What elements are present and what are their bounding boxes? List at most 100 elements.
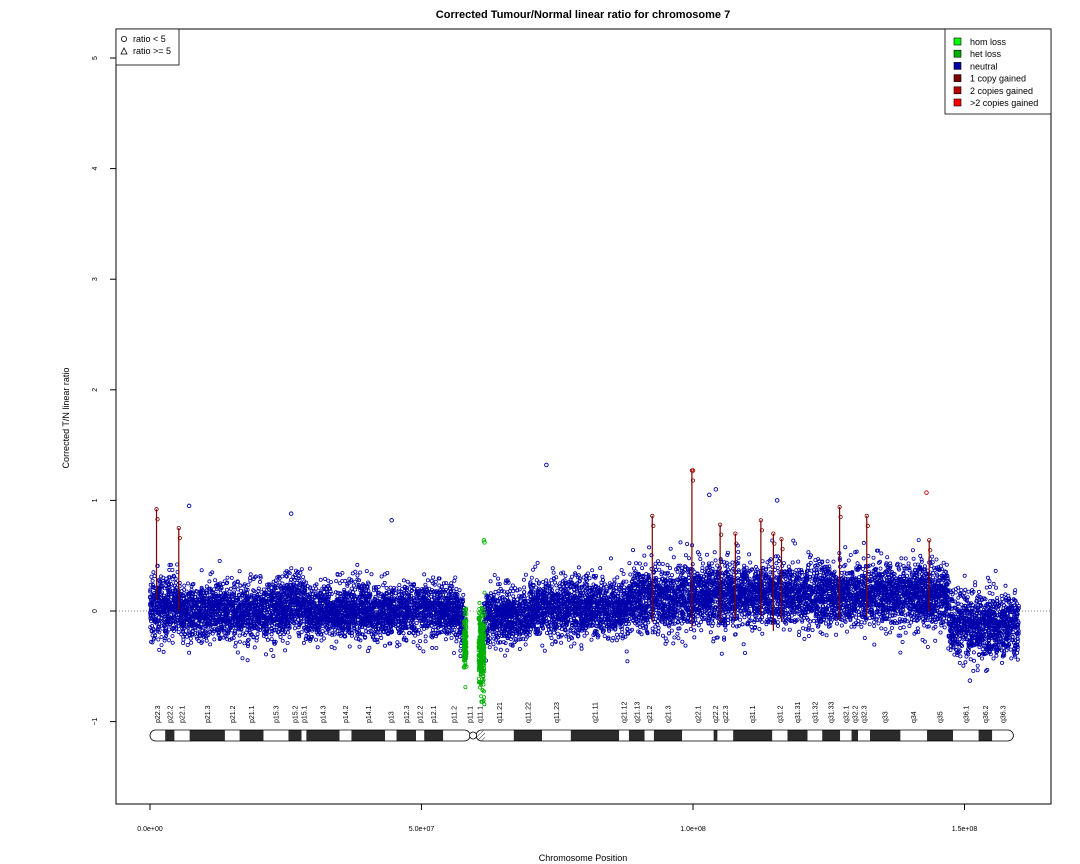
cytoband-label: q31.33 <box>829 701 836 723</box>
cytoband <box>476 730 486 741</box>
cytoband-label: q32.2 <box>852 705 859 723</box>
cytoband <box>339 730 352 741</box>
gain-spike-point <box>779 537 784 542</box>
y-tick-label: 4 <box>92 167 99 171</box>
cytoband <box>513 730 543 741</box>
x-tick-label: 1.0e+08 <box>680 826 706 833</box>
cytoband <box>858 730 871 741</box>
cytoband <box>978 730 993 741</box>
outlier-point <box>480 699 485 704</box>
color-legend-label: 2 copies gained <box>970 86 1033 96</box>
gain-spike-point <box>690 478 696 483</box>
x-tick-label: 0.0e+00 <box>137 826 163 833</box>
cytoband <box>189 730 225 741</box>
ideogram-q-arm <box>476 730 1014 741</box>
data-points <box>148 538 1021 707</box>
cytoband-label: q11.21 <box>497 702 504 723</box>
gain-spike-point <box>927 538 932 543</box>
cytoband <box>807 730 823 741</box>
cytoband-label: p22.2 <box>167 705 174 723</box>
legend-swatch-1-copy-gained <box>953 74 962 82</box>
cytoband-label: q11.23 <box>554 702 561 723</box>
gain-spike-point <box>780 547 785 552</box>
outlier-point <box>774 498 780 503</box>
cytoband-label: q21.11 <box>593 702 600 723</box>
gain-spike-point <box>838 514 843 520</box>
outlier-point <box>544 462 549 468</box>
legend-swatch-2-copies-gained <box>953 98 962 107</box>
outlier-point <box>967 678 973 683</box>
cytoband-label: p22.3 <box>155 705 162 723</box>
cytoband-label: p14.3 <box>320 705 327 723</box>
cytoband <box>733 730 773 741</box>
cytoband <box>396 730 417 741</box>
cytoband-label: q22.2 <box>713 705 720 723</box>
cytoband-label: q21.3 <box>666 705 673 723</box>
outlier-point <box>186 503 192 509</box>
cytoband-label: p21.2 <box>230 705 237 723</box>
centromere <box>469 731 477 740</box>
outlier-point <box>389 518 394 523</box>
cytoband-label: p21.1 <box>249 705 256 723</box>
cytoband-label: q31.2 <box>777 705 784 723</box>
cytoband <box>351 730 386 741</box>
cytoband-label: p12.3 <box>404 705 411 723</box>
gain-spike-point <box>734 541 739 546</box>
gain-spike-point <box>758 518 763 523</box>
cytoband <box>628 730 645 741</box>
outlier-point <box>481 537 487 543</box>
chromosome-ideogram <box>149 729 1014 742</box>
cytoband <box>263 730 289 741</box>
gain-spike-point <box>177 535 182 541</box>
cytoband-label: p13 <box>388 711 395 723</box>
y-axis: −1 0 1 2 3 4 5 <box>92 56 117 726</box>
triangle-symbol-icon <box>120 47 128 55</box>
color-legend-label: het loss <box>970 49 1002 59</box>
y-tick-label: 3 <box>92 277 99 281</box>
cytoband <box>306 730 340 741</box>
gain-spike-point <box>864 513 869 518</box>
cytoband-label: q21.2 <box>647 705 654 723</box>
cytoband-label: p11.1 <box>468 706 475 723</box>
gain-spike-point <box>176 525 181 531</box>
legend-swatch-hom-loss <box>953 37 962 46</box>
cytoband-label: q21.12 <box>622 701 629 723</box>
cytoband <box>443 730 465 741</box>
cytoband-label: q34 <box>911 711 918 723</box>
cytoband-label: p15.3 <box>274 705 281 723</box>
shape-legend-box <box>115 28 180 66</box>
cytoband <box>570 730 620 741</box>
cytoband <box>619 730 629 741</box>
cytoband <box>713 730 718 741</box>
cytoband-label: p11.2 <box>452 706 459 723</box>
cytoband <box>953 730 979 741</box>
cytoband <box>653 730 683 741</box>
color-legend-label: hom loss <box>970 37 1007 47</box>
y-tick-label: 0 <box>92 609 99 613</box>
cytoband-label: p12.2 <box>418 705 425 723</box>
gain-spike-point <box>718 522 723 527</box>
color-legend-label: 1 copy gained <box>970 74 1026 84</box>
cytoband <box>424 730 444 741</box>
legend-swatch-neutral <box>953 62 962 70</box>
legend-swatch-2-copies-gained <box>953 86 962 95</box>
gain-spike-point <box>651 523 656 528</box>
gain-spike-point <box>155 517 160 522</box>
cytoband-label: q35 <box>938 711 945 723</box>
cytoband-label: q31.32 <box>812 701 819 723</box>
cytoband <box>851 730 859 741</box>
x-tick-label: 1.5e+08 <box>952 826 978 833</box>
cytoband-label: q31.1 <box>750 705 757 723</box>
gain-spikes <box>154 468 933 631</box>
cytoband <box>239 730 264 741</box>
color-legend-label: >2 copies gained <box>970 98 1038 108</box>
color-legend-label: neutral <box>970 61 998 71</box>
cytoband <box>288 730 302 741</box>
y-tick-label: 1 <box>92 498 99 502</box>
outlier-point <box>288 511 294 516</box>
cytoband <box>224 730 240 741</box>
cytoband-label: q22.1 <box>695 705 702 723</box>
gain-spike-point <box>650 513 655 518</box>
cytoband <box>717 730 734 741</box>
cytoband <box>416 730 425 741</box>
